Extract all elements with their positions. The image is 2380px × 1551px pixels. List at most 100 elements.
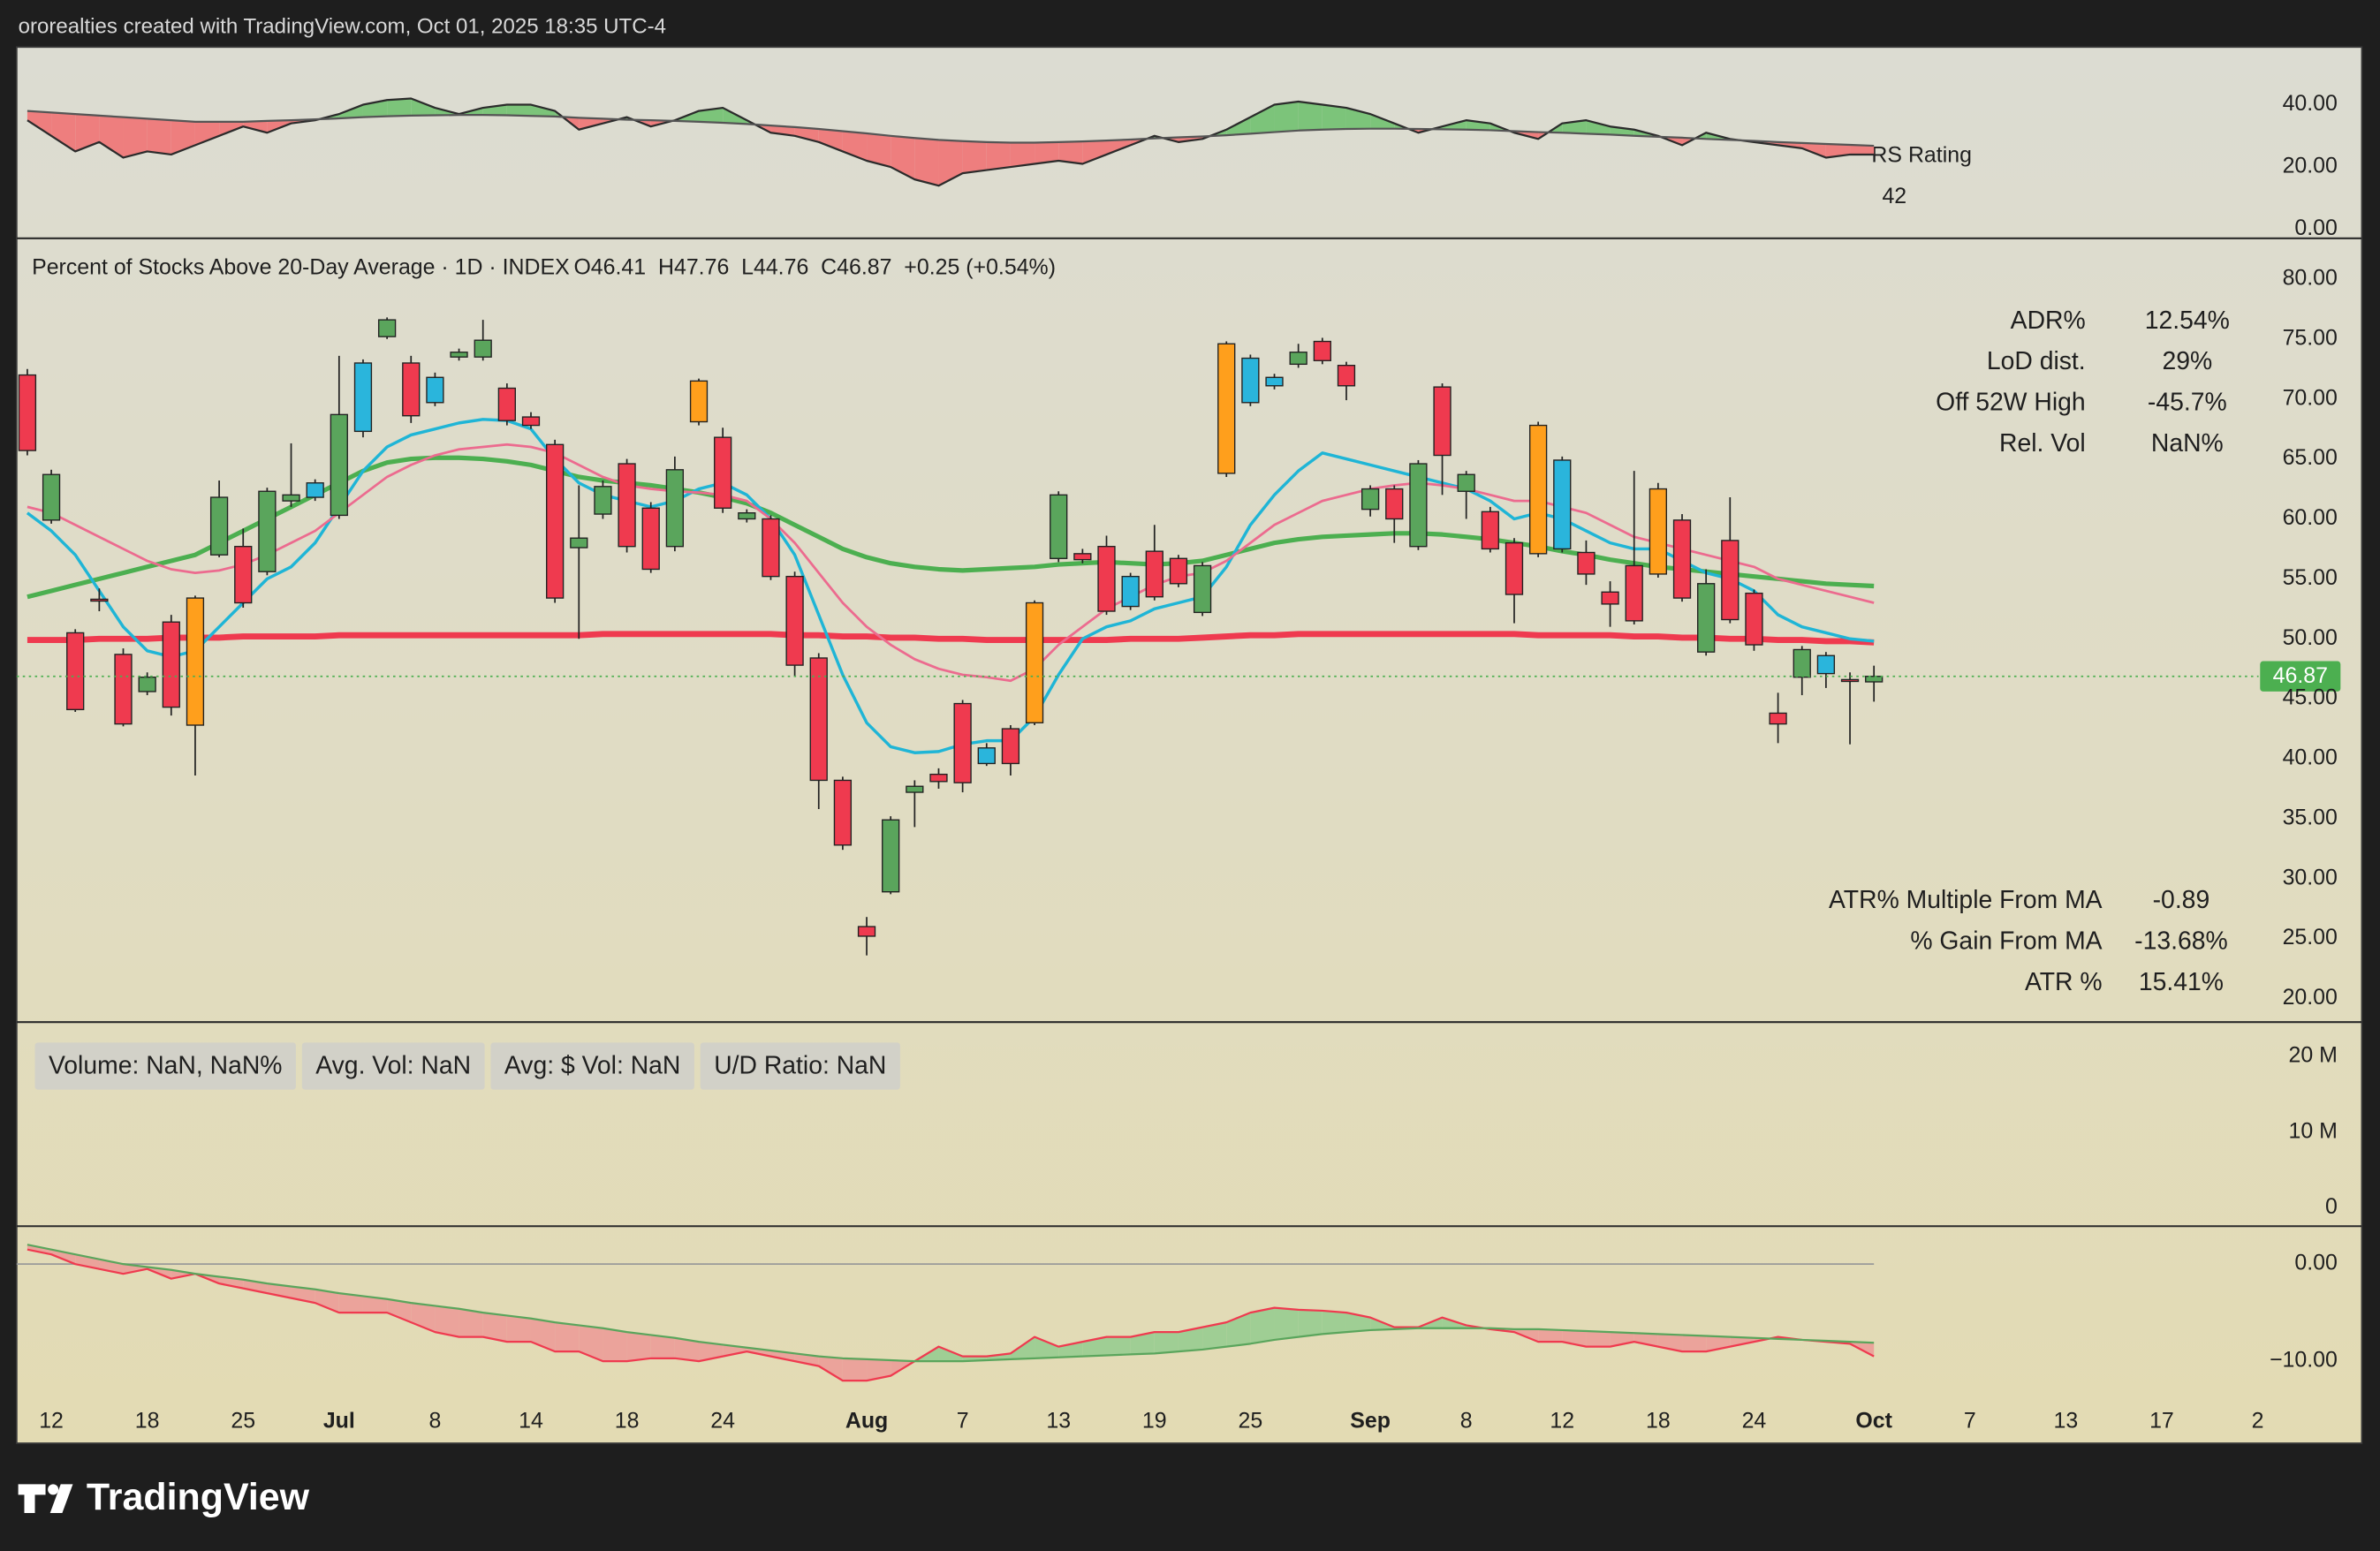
candle-body bbox=[929, 773, 948, 783]
area-fill bbox=[1825, 143, 1851, 158]
candle-body bbox=[521, 416, 541, 427]
candle-body bbox=[1050, 494, 1068, 559]
y-tick-label: 60.00 bbox=[2283, 505, 2338, 530]
area-fill bbox=[338, 104, 363, 119]
candle-body bbox=[114, 654, 133, 725]
candle-body bbox=[1001, 728, 1020, 765]
area-fill bbox=[986, 141, 1011, 170]
candle-body bbox=[1481, 511, 1499, 550]
candle-body bbox=[18, 374, 37, 451]
area-fill bbox=[818, 129, 843, 152]
stat-label: LoD dist. bbox=[1987, 347, 2086, 375]
area-fill bbox=[1250, 104, 1275, 134]
area-fill bbox=[1082, 1336, 1107, 1357]
stat-label: ATR % bbox=[2025, 968, 2103, 996]
candle-body bbox=[618, 463, 636, 548]
area-fill bbox=[699, 1342, 724, 1362]
area-fill bbox=[1562, 120, 1587, 134]
x-tick-label: 24 bbox=[710, 1408, 735, 1433]
y-tick-label: 40.00 bbox=[2283, 91, 2338, 116]
y-tick-label: 20.00 bbox=[2283, 154, 2338, 178]
area-fill bbox=[194, 121, 220, 146]
x-tick-label: 13 bbox=[1046, 1408, 1071, 1433]
candle-body bbox=[1816, 654, 1836, 675]
y-tick-label: 0 bbox=[2325, 1194, 2338, 1219]
stat-label: Off 52W High bbox=[1936, 389, 2086, 417]
y-tick-label: 20 M bbox=[2289, 1042, 2338, 1067]
area-fill bbox=[1370, 114, 1395, 129]
x-tick-label: 7 bbox=[957, 1408, 969, 1433]
candle-body bbox=[42, 473, 61, 521]
area-fill bbox=[387, 1298, 412, 1323]
x-tick-label: 18 bbox=[615, 1408, 640, 1433]
x-tick-label: 18 bbox=[135, 1408, 160, 1433]
area-fill bbox=[938, 1346, 963, 1362]
area-fill bbox=[867, 1358, 891, 1381]
stat-label: Rel. Vol bbox=[1999, 429, 2086, 458]
indicator-line bbox=[27, 97, 1875, 187]
area-fill bbox=[1130, 1332, 1155, 1355]
candle-body bbox=[570, 537, 588, 549]
candle-body bbox=[1745, 592, 1763, 646]
area-fill bbox=[219, 121, 244, 136]
ohlc-legend: O46.41 H47.76 L44.76 C46.87 +0.25 (+0.54… bbox=[573, 255, 1056, 280]
x-tick-label: 13 bbox=[2053, 1408, 2078, 1433]
area-fill bbox=[818, 1356, 843, 1381]
area-fill bbox=[243, 120, 268, 133]
area-fill bbox=[387, 98, 412, 117]
candle-body bbox=[162, 621, 180, 708]
area-fill bbox=[27, 110, 52, 136]
area-fill bbox=[1682, 1335, 1707, 1352]
info-box bbox=[301, 1042, 485, 1090]
stat-value: 29% bbox=[2162, 347, 2212, 375]
candle-body bbox=[330, 413, 348, 517]
area-fill bbox=[1298, 1309, 1323, 1337]
candle-body bbox=[785, 575, 804, 666]
candle-body bbox=[977, 747, 996, 765]
info-box-label: Avg: $ Vol: NaN bbox=[504, 1051, 680, 1079]
area-fill bbox=[1202, 1322, 1227, 1350]
candle-body bbox=[762, 518, 780, 578]
candle-body bbox=[594, 486, 612, 515]
area-fill bbox=[1322, 1310, 1346, 1335]
area-fill bbox=[1250, 1307, 1275, 1344]
area-fill bbox=[338, 1293, 363, 1313]
header-text: ororealties created with TradingView.com… bbox=[19, 14, 666, 38]
candle-body bbox=[1217, 343, 1236, 474]
area-fill bbox=[699, 108, 724, 123]
candle-body bbox=[1193, 564, 1212, 614]
x-tick-label: 14 bbox=[519, 1408, 543, 1433]
area-fill bbox=[506, 1315, 531, 1343]
y-tick-label: 35.00 bbox=[2283, 805, 2338, 829]
area-fill bbox=[1850, 145, 1875, 155]
candle-body bbox=[641, 507, 660, 571]
candle-body bbox=[1865, 676, 1884, 683]
indicator-line bbox=[27, 110, 1875, 148]
x-tick-label: Sep bbox=[1350, 1408, 1391, 1433]
x-tick-label: 2 bbox=[2252, 1408, 2264, 1433]
x-tick-label: 25 bbox=[1239, 1408, 1263, 1433]
candle-body bbox=[1793, 648, 1811, 678]
candle-body bbox=[258, 490, 277, 572]
area-fill bbox=[626, 1332, 651, 1362]
area-fill bbox=[1586, 120, 1611, 135]
area-fill bbox=[435, 1305, 459, 1337]
candle-body bbox=[1289, 352, 1307, 366]
y-tick-label: 65.00 bbox=[2283, 445, 2338, 470]
candle-body bbox=[377, 319, 397, 337]
candle-body bbox=[1721, 540, 1740, 621]
area-fill bbox=[603, 1328, 627, 1362]
area-fill bbox=[75, 114, 100, 152]
tradingview-logo bbox=[18, 1484, 73, 1514]
moving-average bbox=[27, 631, 1875, 646]
candle-body bbox=[1577, 551, 1596, 575]
area-fill bbox=[1035, 1336, 1059, 1358]
y-tick-label: 25.00 bbox=[2283, 925, 2338, 950]
y-tick-label: 50.00 bbox=[2283, 625, 2338, 650]
y-tick-label: 10 M bbox=[2289, 1118, 2338, 1143]
candle-body bbox=[833, 779, 853, 846]
area-fill bbox=[123, 117, 148, 158]
area-fill bbox=[1226, 117, 1251, 136]
area-fill bbox=[579, 1325, 603, 1362]
x-tick-label: 24 bbox=[1742, 1408, 1767, 1433]
